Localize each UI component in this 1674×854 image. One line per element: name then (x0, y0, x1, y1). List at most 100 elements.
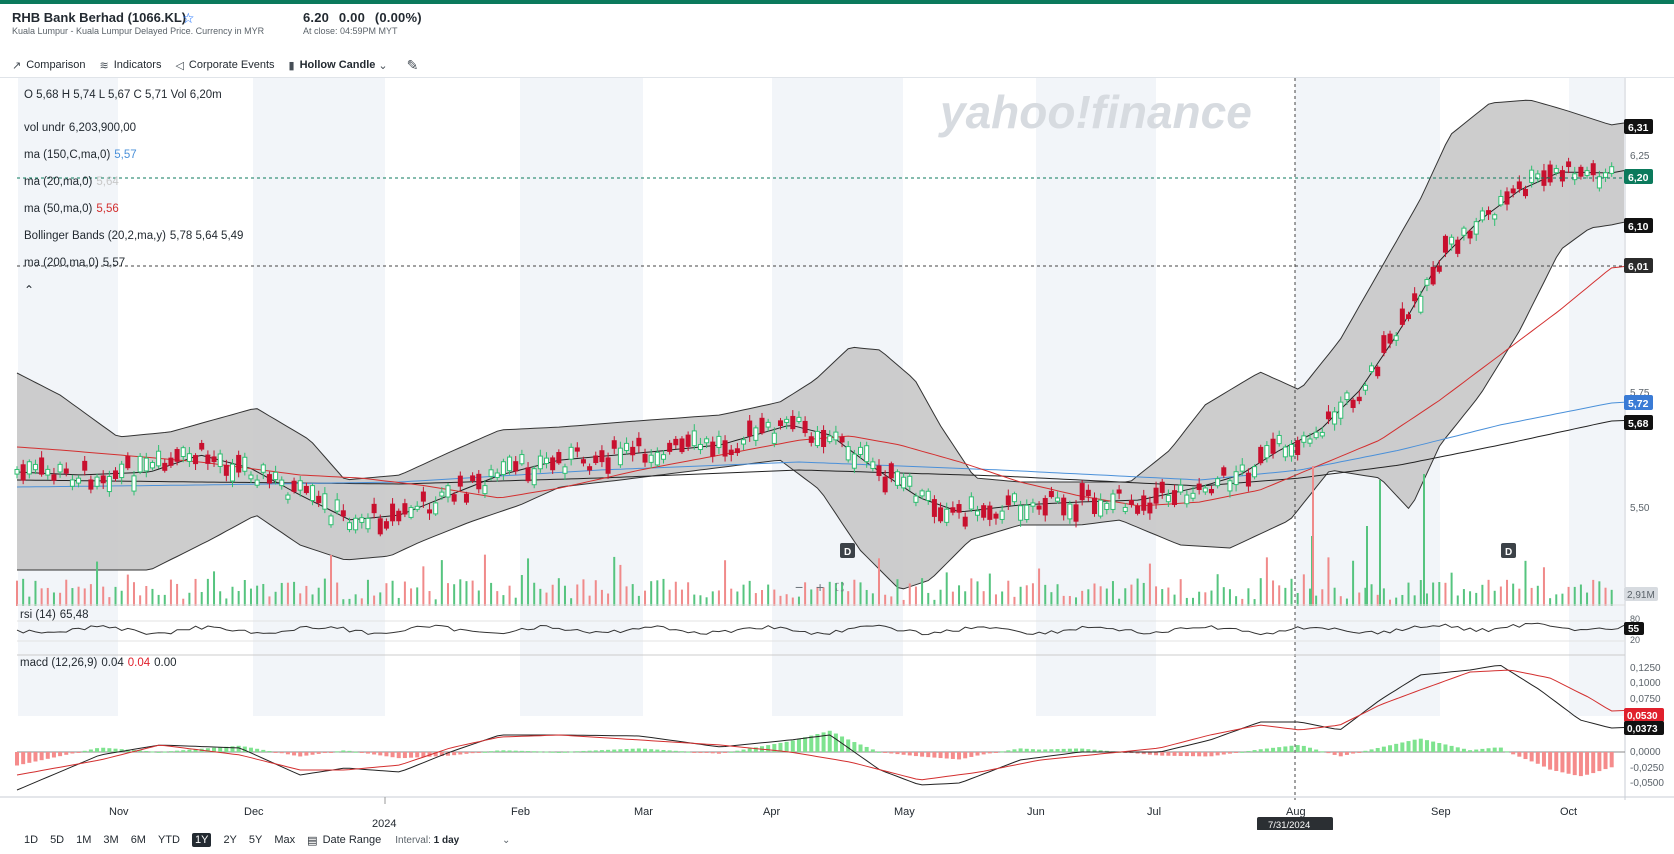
candle-body (1547, 164, 1553, 183)
date-range-button[interactable]: ▤ Date Range (307, 834, 381, 847)
volume-bar (662, 578, 665, 606)
range-ytd[interactable]: YTD (157, 834, 180, 846)
candle (420, 486, 426, 508)
ma200-legend[interactable]: ma (200,ma,0) 5,57 (24, 257, 126, 269)
volume-bar (767, 584, 770, 606)
candle (451, 492, 457, 505)
month-label: Nov (109, 806, 129, 818)
candle-body (513, 461, 519, 472)
macd-histogram-bar (1080, 748, 1085, 752)
range-5d[interactable]: 5D (50, 834, 65, 846)
macd-axis-label: 0,1000 (1630, 678, 1661, 689)
candle (1522, 185, 1528, 199)
candle-body (1350, 399, 1356, 408)
volume-bar (1469, 591, 1472, 606)
ma150-legend[interactable]: ma (150,C,ma,0) 5,57 (24, 149, 137, 161)
volume-bar (1105, 588, 1108, 606)
macd-histogram-bar (784, 741, 789, 752)
candle (340, 504, 346, 522)
candle-body (371, 503, 377, 514)
candle-body (168, 457, 174, 466)
volume-bar (206, 578, 209, 606)
macd-histogram-bar (1344, 752, 1349, 755)
macd-histogram-bar (883, 752, 888, 753)
volume-bar (1185, 597, 1188, 606)
macd-histogram-bar (1166, 752, 1171, 756)
candle (685, 431, 691, 451)
candle-body (1362, 384, 1368, 391)
candle-body (353, 517, 359, 531)
candle-body (673, 438, 679, 446)
volume-bar (1001, 591, 1004, 606)
bollinger-legend[interactable]: Bollinger Bands (20,2,ma,y) 5,78 5,64 5,4… (24, 230, 244, 242)
range-1y[interactable]: 1Y (191, 833, 212, 847)
macd-histogram-bar (470, 752, 475, 754)
ohlc-legend: O 5,68 H 5,74 L 5,67 C 5,71 Vol 6,20m (24, 89, 222, 101)
collapse-legend-icon[interactable]: ⌃ (24, 283, 35, 297)
candle (1227, 477, 1233, 498)
candle-body (1190, 492, 1196, 499)
macd-histogram-bar (741, 749, 746, 752)
candle-body (340, 510, 346, 517)
draw-button[interactable]: ✎ (407, 57, 424, 74)
candle-body (1430, 266, 1436, 285)
candle (833, 425, 839, 445)
candle (913, 492, 919, 507)
candle (1135, 503, 1141, 516)
macd-histogram-bar (667, 750, 672, 752)
range-1m[interactable]: 1M (76, 834, 92, 846)
macd-histogram-bar (273, 752, 278, 753)
month-shade (1036, 78, 1156, 716)
price-tag-label: 6,31 (1628, 122, 1649, 134)
ma20-legend[interactable]: ma (20,ma,0) 5,64 (24, 176, 119, 188)
candle (1313, 426, 1319, 440)
range-max[interactable]: Max (274, 834, 296, 846)
macd-histogram-bar (975, 752, 980, 756)
candle (365, 513, 371, 533)
candle (1245, 468, 1251, 492)
candle (1128, 494, 1134, 508)
macd-histogram-bar (1289, 745, 1294, 752)
volume-bar (1549, 598, 1552, 606)
candle (919, 488, 925, 499)
candle (1461, 225, 1467, 241)
volume-bar (637, 595, 640, 606)
watchlist-star-icon[interactable]: ☆ (182, 10, 195, 26)
candle-body (624, 442, 630, 452)
chart-type-dropdown[interactable]: ▮ Hollow Candle ⌄ (288, 59, 388, 72)
candle (660, 450, 666, 464)
range-1d[interactable]: 1D (24, 834, 39, 846)
indicators-button[interactable]: ≋ Indicators (99, 59, 162, 72)
candle (1572, 166, 1578, 185)
macd-histogram-bar (532, 751, 537, 753)
volume-bar (342, 599, 345, 606)
range-3m[interactable]: 3M (103, 834, 119, 846)
macd-histogram-bar (1037, 749, 1042, 752)
candle (94, 473, 100, 490)
macd-histogram-bar (1369, 749, 1374, 752)
candle-body (808, 436, 814, 443)
ma50-legend[interactable]: ma (50,ma,0) 5,56 (24, 203, 119, 215)
stock-chart[interactable]: yahoo!finance − + ⛶ D D 6,25 5,75 5,50 6,31 6,20 6,… (0, 78, 1674, 830)
dividend-event-marker (1501, 543, 1516, 558)
candle (1350, 397, 1356, 413)
candle-body (365, 517, 371, 530)
volume-bar (1173, 594, 1176, 606)
interval-dropdown[interactable]: Interval: 1 day ⌄ (395, 835, 510, 846)
volume-bar (1111, 581, 1114, 606)
candle-body (1455, 239, 1461, 254)
volume-bar (40, 588, 43, 606)
corporate-events-button[interactable]: ◁ Corporate Events (175, 59, 275, 72)
range-5y[interactable]: 5Y (248, 834, 263, 846)
range-2y[interactable]: 2Y (223, 834, 237, 846)
volume-bar (508, 585, 511, 606)
range-6m[interactable]: 6M (130, 834, 146, 846)
macd-histogram-bar (1486, 748, 1491, 752)
candle (1584, 166, 1590, 179)
comparison-button[interactable]: ↗ Comparison (12, 59, 86, 72)
macd-histogram-bar (1480, 748, 1485, 752)
candle-body (1504, 191, 1510, 205)
macd-histogram-bar (501, 750, 506, 752)
macd-histogram-bar (753, 747, 758, 752)
candle (82, 455, 88, 476)
